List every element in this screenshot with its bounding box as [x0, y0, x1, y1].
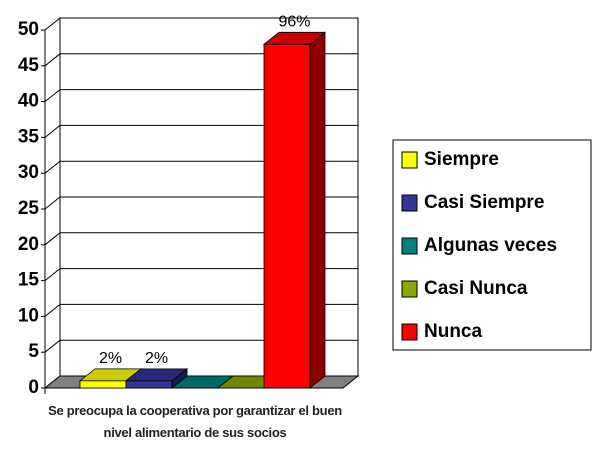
grid-line: [44, 303, 358, 317]
bar: [125, 380, 173, 389]
y-tick-label: 25: [18, 198, 40, 219]
legend-swatch: [401, 323, 418, 341]
grid-line: [44, 339, 358, 353]
y-tick-label: 35: [18, 126, 40, 147]
y-tick-label: 10: [18, 305, 39, 326]
y-tick-label: 45: [18, 55, 40, 76]
legend-label: Algunas veces: [424, 235, 557, 256]
y-tick-label: 20: [18, 234, 39, 255]
data-label: 2%: [145, 350, 168, 367]
legend-swatch: [401, 280, 418, 298]
grid-line: [44, 53, 358, 67]
legend-swatch: [401, 237, 418, 255]
grid-line: [44, 17, 358, 31]
bar: [79, 380, 127, 389]
legend-label: Casi Siempre: [424, 192, 544, 213]
y-tick-label: 30: [18, 162, 39, 183]
legend-swatch: [401, 151, 418, 169]
y-tick-label: 5: [28, 341, 39, 362]
legend-label: Casi Nunca: [424, 278, 528, 299]
y-tick-label: 0: [28, 377, 39, 398]
data-label: 2%: [99, 350, 122, 367]
grid-line: [44, 232, 358, 246]
bar-side: [309, 31, 326, 389]
y-tick-label: 50: [18, 19, 39, 40]
legend-label: Siempre: [424, 149, 499, 170]
grid-line: [44, 196, 358, 210]
bar: [263, 43, 311, 389]
legend-swatch: [401, 194, 418, 212]
data-label: 96%: [278, 14, 310, 31]
y-tick-label: 15: [18, 270, 40, 291]
grid-line: [44, 89, 358, 102]
grid-line: [44, 160, 358, 174]
y-tick-label: 40: [18, 91, 39, 112]
x-category-label: Se preocupa la cooperativa por garantiza…: [48, 403, 342, 440]
grid-line: [44, 268, 358, 281]
grid-line: [44, 124, 358, 138]
legend-label: Nunca: [424, 321, 483, 342]
legend-box: [392, 139, 592, 351]
